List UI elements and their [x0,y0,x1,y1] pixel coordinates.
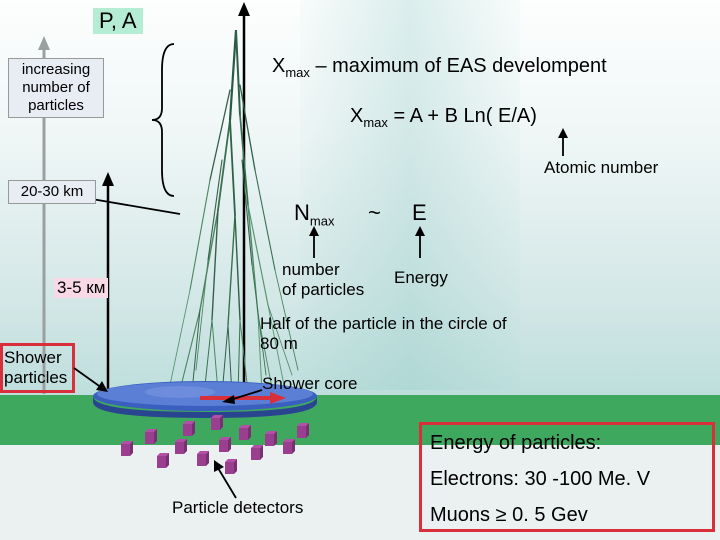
shower-particles-redbox [0,343,75,393]
xmax-description: Xmax – maximum of EAS develompent [272,55,607,80]
energy-arrow [412,226,428,260]
detector-cube [118,440,136,458]
half-circle-label: Half of the particle in the circle of 80… [260,314,507,355]
detector-cube [172,438,190,456]
detector-cube [262,430,280,448]
atomic-arrow [555,128,571,158]
brace-icon [150,40,178,200]
xmax-equation: Xmax = A + B Ln( E/A) [350,105,537,130]
height-brace [118,274,146,400]
depth-pointer [80,192,190,222]
energy-of-particles: Energy of particles: [430,432,601,455]
core-pointer [222,388,266,406]
sp-pointer [72,362,112,396]
nmax-label: Nmax [294,200,334,228]
tilde-label: ~ [368,200,381,226]
num-particles-label: number of particles [282,260,364,299]
detector-cube [216,436,234,454]
detector-cube [208,414,226,432]
detector-cube [180,420,198,438]
detector-cube [154,452,172,470]
particle-detectors-label: Particle detectors [172,498,303,518]
atomic-number-label: Atomic number [544,158,658,178]
energy-label: Energy [394,268,448,288]
detector-cube [294,422,312,440]
nmax-arrow [306,226,322,260]
depth-label: 20-30 km [8,180,96,204]
E-label: E [412,200,427,226]
detector-cube [142,428,160,446]
detector-cube [194,450,212,468]
height-label: 3-5 км [54,278,108,298]
detector-cube [236,424,254,442]
detector-cube [280,438,298,456]
shower-core-label: Shower core [262,374,357,394]
increasing-label: increasing number of particles [8,58,104,118]
primary-label: P, A [93,8,143,34]
muons-line: Muons ≥ 0. 5 Gev [430,504,588,527]
electrons-line: Electrons: 30 -100 Me. V [430,468,650,491]
detectors-pointer [212,460,246,500]
